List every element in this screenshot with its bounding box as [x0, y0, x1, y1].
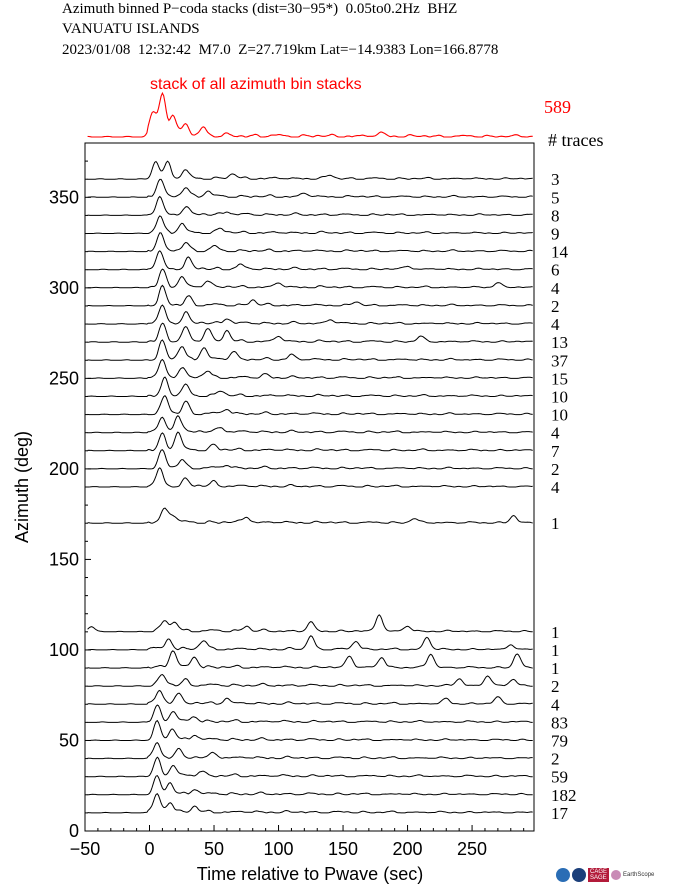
- stack-of-all-line: [87, 91, 533, 138]
- nasa-logo-icon: [572, 868, 586, 882]
- trace-count-label: 6: [551, 261, 560, 280]
- trace-count-label: 2: [551, 297, 560, 316]
- trace-count-label: 1: [551, 514, 560, 533]
- trace-line: [87, 614, 533, 633]
- trace-line: [87, 339, 533, 361]
- trace-count-label: 10: [551, 406, 568, 425]
- cage-sage-logo: CAGE SAGE: [588, 868, 610, 882]
- trace-line: [87, 284, 533, 307]
- chart-title: stack of all azimuth bin stacks: [150, 76, 362, 93]
- x-axis: −50 0 50 100 150 200 250: [70, 825, 525, 859]
- x-tick-label: 200: [393, 839, 423, 859]
- header-line-3: 2023/01/08 12:32:42 M7.0 Z=27.719km Lat=…: [62, 42, 499, 58]
- trace-count-label: 1: [551, 641, 560, 660]
- trace-line: [87, 178, 533, 198]
- header-line-1: Azimuth binned P−coda stacks (dist=30−95…: [62, 1, 458, 17]
- trace-line: [87, 250, 533, 271]
- trace-count-labels: 3589146424133715101047241111248379259182…: [551, 170, 577, 823]
- trace-count-label: 182: [551, 786, 577, 805]
- x-tick-label: 150: [328, 839, 358, 859]
- trace-count-label: 59: [551, 768, 568, 787]
- y-axis: 0 50 100 150 200 250 300 350: [49, 160, 91, 841]
- x-tick-label: 250: [457, 839, 487, 859]
- trace-line: [87, 689, 533, 705]
- trace-line: [87, 719, 533, 742]
- trace-count-label: 3: [551, 170, 560, 189]
- trace-count-label: 14: [551, 243, 569, 262]
- trace-line: [87, 507, 533, 524]
- trace-count-label: 4: [551, 695, 560, 714]
- trace-line: [87, 673, 533, 687]
- trace-line: [87, 304, 533, 325]
- y-tick-label: 0: [69, 821, 79, 841]
- trace-line: [87, 467, 533, 488]
- trace-count-label: 37: [551, 351, 569, 370]
- y-tick-label: 100: [49, 640, 79, 660]
- y-tick-label: 150: [49, 549, 79, 569]
- trace-line: [87, 635, 533, 651]
- y-tick-label: 200: [49, 459, 79, 479]
- y-tick-label: 250: [49, 368, 79, 388]
- trace-line: [87, 395, 533, 416]
- trace-count-label: 4: [551, 424, 560, 443]
- trace-line: [87, 232, 533, 253]
- trace-group: [87, 160, 533, 814]
- trace-line: [87, 358, 533, 379]
- trace-count-label: 17: [551, 804, 569, 823]
- trace-count-label: 10: [551, 388, 568, 407]
- trace-count-label: 9: [551, 225, 560, 244]
- y-tick-label: 50: [59, 730, 79, 750]
- sage-text: SAGE: [590, 875, 607, 881]
- trace-line: [87, 376, 533, 397]
- stack-of-all-panel: stack of all azimuth bin stacks 589 # tr…: [87, 76, 603, 150]
- logo-strip: CAGE SAGE EarthScope: [556, 868, 654, 882]
- trace-count-label: 79: [551, 732, 568, 751]
- trace-count-label: 2: [551, 460, 560, 479]
- x-tick-label: −50: [70, 839, 101, 859]
- trace-count-label: 7: [551, 442, 560, 461]
- trace-line: [87, 741, 533, 760]
- trace-count-label: 2: [551, 750, 560, 769]
- trace-count-label: 13: [551, 333, 568, 352]
- x-tick-label: 50: [204, 839, 224, 859]
- trace-count-label: 5: [551, 188, 560, 207]
- total-trace-count: 589: [544, 97, 571, 117]
- trace-line: [87, 415, 533, 434]
- y-tick-label: 300: [49, 278, 79, 298]
- trace-count-label: 15: [551, 369, 568, 388]
- trace-count-label: 83: [551, 713, 568, 732]
- trace-count-label: 8: [551, 206, 560, 225]
- trace-line: [87, 160, 533, 180]
- trace-count-label: 4: [551, 478, 560, 497]
- trace-line: [87, 215, 533, 235]
- x-tick-label: 0: [145, 839, 155, 859]
- y-tick-label: 350: [49, 187, 79, 207]
- trace-line: [87, 650, 533, 669]
- traces-column-label: # traces: [548, 130, 603, 150]
- nsf-logo-icon: [556, 868, 570, 882]
- trace-line: [87, 449, 533, 470]
- trace-line: [87, 268, 533, 289]
- trace-count-label: 1: [551, 659, 560, 678]
- trace-line: [87, 195, 533, 216]
- y-axis-label: Azimuth (deg): [12, 431, 32, 543]
- trace-line: [87, 774, 533, 796]
- x-axis-label: Time relative to Pwave (sec): [197, 864, 423, 884]
- header-line-2: VANUATU ISLANDS: [62, 21, 200, 37]
- trace-line: [87, 704, 533, 723]
- earthscope-text: EarthScope: [623, 872, 655, 878]
- trace-count-label: 1: [551, 623, 560, 642]
- cage-text: CAGE: [590, 869, 608, 875]
- trace-line: [87, 322, 533, 343]
- earthscope-logo-icon: [611, 870, 622, 880]
- trace-line: [87, 431, 533, 452]
- x-tick-label: 100: [264, 839, 294, 859]
- trace-count-label: 4: [551, 315, 560, 334]
- trace-line: [87, 793, 533, 814]
- trace-count-label: 2: [551, 677, 560, 696]
- trace-count-label: 4: [551, 279, 560, 298]
- trace-line: [87, 756, 533, 778]
